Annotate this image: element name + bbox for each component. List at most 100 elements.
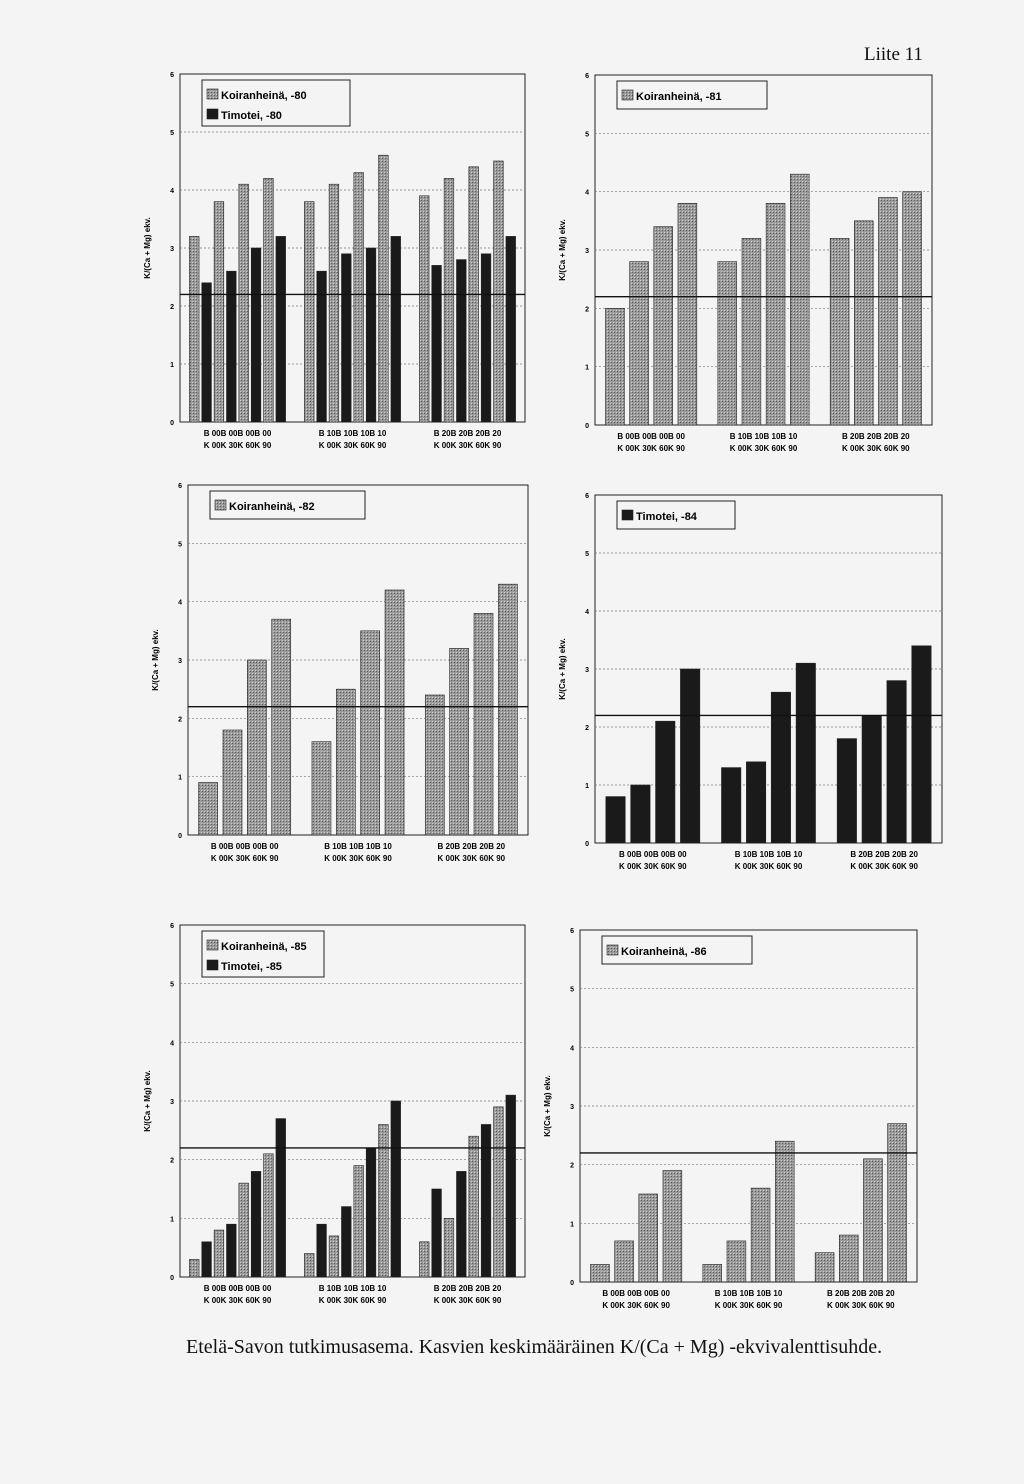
bar-koiranheina-g1-0 (717, 261, 737, 426)
bar-timotei-g2-0 (431, 1188, 442, 1278)
bar-timotei-g1-0 (316, 270, 327, 423)
y-tick-label: 2 (170, 304, 174, 311)
bar-timotei-g2-0 (836, 738, 857, 844)
bar-koiranheina-g2-2 (863, 1158, 883, 1283)
bar-koiranheina-g2-1 (443, 178, 455, 423)
legend-label: Koiranheinä, -82 (229, 501, 315, 513)
x-category-label-b: B 10B 10B 10B 10 (319, 1284, 387, 1293)
y-tick-label: 2 (585, 725, 589, 732)
x-category-label-k: K 00K 30K 60K 90 (842, 444, 910, 453)
x-category-label-k: K 00K 30K 60K 90 (730, 444, 798, 453)
x-category-label-k: K 00K 30K 60K 90 (211, 854, 279, 863)
x-category-label-b: B 20B 20B 20B 20 (434, 429, 502, 438)
y-tick-label: 1 (178, 775, 182, 782)
y-axis-label: K/(Ca + Mg) ekv. (558, 638, 567, 699)
x-category-label-b: B 10B 10B 10B 10 (319, 429, 387, 438)
y-tick-label: 6 (570, 928, 574, 935)
x-category-label-b: B 20B 20B 20B 20 (842, 432, 910, 441)
y-axis-label: K/(Ca + Mg) ekv. (151, 629, 160, 690)
x-category-label-b: B 00B 00B 00B 00 (204, 1284, 272, 1293)
y-tick-label: 1 (570, 1221, 574, 1228)
bar-koiranheina-g0-0 (605, 308, 625, 426)
bar-koiranheina-g2-2 (468, 1135, 479, 1278)
x-category-label-b: B 20B 20B 20B 20 (850, 850, 918, 859)
legend-box (616, 80, 768, 110)
figure-caption: Etelä-Savon tutkimusasema. Kasvien keski… (186, 1336, 883, 1358)
bar-timotei-g1-1 (341, 1206, 352, 1278)
y-tick-label: 0 (570, 1280, 574, 1287)
bar-timotei-g1-2 (365, 247, 377, 423)
bar-koiranheina-g1-0 (311, 741, 332, 836)
bar-timotei-g0-0 (201, 282, 212, 423)
legend-label: Koiranheinä, -80 (221, 90, 307, 102)
bar-koiranheina-g1-3 (775, 1140, 795, 1283)
y-tick-label: 6 (585, 73, 589, 80)
y-tick-label: 1 (170, 1216, 174, 1223)
y-tick-label: 0 (585, 423, 589, 430)
bar-timotei-g0-3 (275, 236, 286, 423)
bar-timotei-g0-0 (201, 1241, 212, 1278)
bar-koiranheina-g1-2 (765, 203, 786, 426)
bar-koiranheina-g2-0 (829, 238, 850, 426)
bar-koiranheina-g0-2 (247, 659, 267, 836)
chart-koiranheina-timotei-85: 0 1 2 3 4 5 6 K/(Ca + Mg) ekv. B 00B 00B 00B 00 K… (143, 923, 526, 1305)
bar-koiranheina-g2-3 (493, 160, 504, 423)
bar-koiranheina-g2-2 (473, 613, 494, 836)
x-category-label-k: K 00K 30K 60K 90 (434, 1296, 502, 1305)
bar-timotei-g0-2 (250, 247, 262, 423)
bar-koiranheina-g0-1 (213, 201, 225, 423)
x-category-label-b: B 20B 20B 20B 20 (827, 1289, 895, 1298)
bar-koiranheina-g1-0 (304, 201, 315, 423)
y-axis-label: K/(Ca + Mg) ekv. (543, 1075, 552, 1136)
legend-label: Koiranheinä, -86 (621, 946, 707, 958)
x-category-label-k: K 00K 30K 60K 90 (619, 862, 687, 871)
y-tick-label: 4 (178, 600, 182, 607)
bar-koiranheina-g2-1 (443, 1218, 455, 1278)
bar-koiranheina-g1-1 (336, 688, 356, 836)
bar-timotei-g0-1 (630, 784, 651, 844)
y-tick-label: 2 (178, 716, 182, 723)
x-category-label-b: B 00B 00B 00B 00 (617, 432, 685, 441)
bar-timotei-g1-2 (365, 1147, 377, 1278)
x-category-label-k: K 00K 30K 60K 90 (204, 441, 272, 450)
bar-timotei-g0-3 (275, 1118, 286, 1278)
bar-timotei-g1-3 (390, 1100, 401, 1278)
bar-koiranheina-g1-0 (304, 1253, 315, 1278)
bar-koiranheina-g1-3 (384, 589, 405, 836)
bar-koiranheina-g1-1 (726, 1240, 747, 1283)
bar-timotei-g2-1 (456, 259, 467, 423)
chart-koiranheina-82: 0 1 2 3 4 5 6 K/(Ca + Mg) ekv. B 00B 00B 00B 00 K… (151, 483, 529, 863)
bar-timotei-g0-1 (226, 1223, 237, 1278)
bar-koiranheina-g1-3 (790, 173, 810, 426)
y-tick-label: 5 (570, 987, 574, 994)
bar-koiranheina-g0-3 (263, 178, 274, 423)
bar-timotei-g0-2 (655, 720, 676, 844)
y-tick-label: 5 (178, 541, 182, 548)
bar-timotei-g1-1 (341, 253, 352, 423)
y-tick-label: 3 (178, 658, 182, 665)
chart-koiranheina-86: 0 1 2 3 4 5 6 K/(Ca + Mg) ekv. B 00B 00B 00B 00 K… (543, 928, 918, 1310)
y-tick-label: 0 (170, 1275, 174, 1282)
x-category-label-b: B 00B 00B 00B 00 (619, 850, 687, 859)
x-category-label-k: K 00K 30K 60K 90 (434, 441, 502, 450)
bar-koiranheina-g0-0 (189, 1259, 200, 1278)
bar-timotei-g1-3 (795, 662, 816, 844)
y-tick-label: 5 (585, 131, 589, 138)
y-axis-label: K/(Ca + Mg) ekv. (143, 1070, 152, 1131)
x-category-label-k: K 00K 30K 60K 90 (438, 854, 506, 863)
bar-timotei-g2-2 (480, 1124, 492, 1278)
bar-koiranheina-g0-2 (653, 226, 673, 426)
bar-timotei-g2-2 (886, 680, 907, 844)
bar-koiranheina-g2-0 (814, 1252, 835, 1283)
bar-koiranheina-g0-1 (614, 1240, 634, 1283)
bar-koiranheina-g1-1 (741, 238, 762, 426)
bar-koiranheina-g0-3 (263, 1153, 274, 1278)
bar-koiranheina-g1-2 (360, 630, 380, 836)
x-category-label-k: K 00K 30K 60K 90 (617, 444, 685, 453)
bar-timotei-g2-3 (911, 645, 932, 844)
x-category-label-k: K 00K 30K 60K 90 (735, 862, 803, 871)
y-axis-label: K/(Ca + Mg) ekv. (143, 217, 152, 278)
x-category-label-b: B 00B 00B 00B 00 (602, 1289, 670, 1298)
bar-koiranheina-g2-2 (878, 197, 898, 426)
bar-koiranheina-g2-3 (498, 583, 518, 836)
